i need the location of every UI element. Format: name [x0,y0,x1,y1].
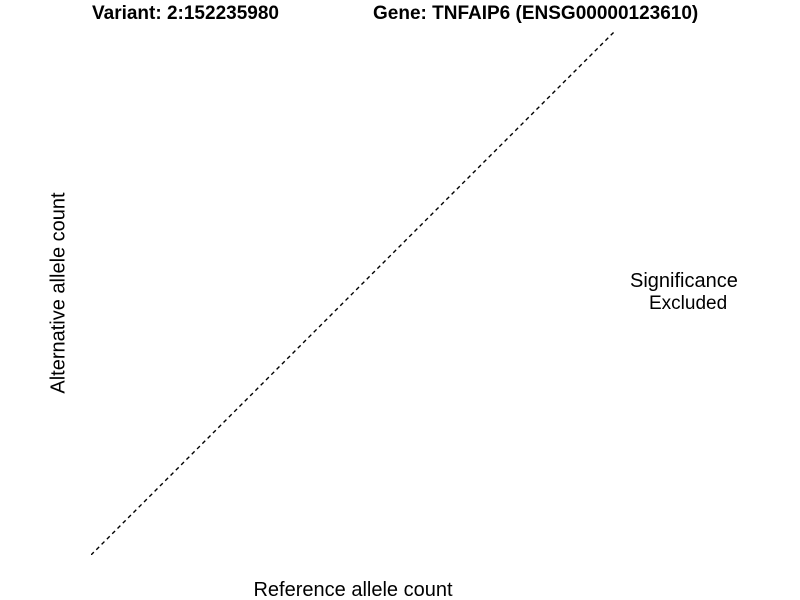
plot-title-variant: Variant: 2:152235980 [92,3,279,24]
x-axis-title: Reference allele count [253,579,453,600]
legend-entry-label: Excluded [649,293,728,314]
legend-title: Significance [630,270,738,292]
identity-line [91,31,615,555]
legend-entry-excluded: Excluded [630,293,738,315]
legend-key-dot-icon [633,299,643,309]
plot-title-gene: Gene: TNFAIP6 (ENSG00000123610) [373,3,699,24]
legend: Significance Excluded [630,270,738,315]
plot-panel [91,31,615,555]
y-axis-title: Alternative allele count [47,192,70,394]
